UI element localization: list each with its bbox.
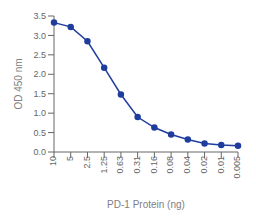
- svg-text:0.5: 0.5: [33, 128, 46, 138]
- svg-text:0.16: 0.16: [149, 156, 159, 174]
- svg-text:0.63: 0.63: [115, 156, 125, 174]
- svg-text:5: 5: [65, 156, 75, 161]
- svg-text:10: 10: [48, 156, 58, 166]
- svg-text:1.25: 1.25: [99, 156, 109, 174]
- svg-text:0.31: 0.31: [132, 156, 142, 174]
- svg-text:2.5: 2.5: [82, 156, 92, 169]
- svg-text:0.04: 0.04: [182, 156, 192, 174]
- svg-text:2.5: 2.5: [33, 50, 46, 60]
- svg-text:PD-1 Protein (ng): PD-1 Protein (ng): [107, 199, 185, 210]
- svg-text:2.0: 2.0: [33, 69, 46, 79]
- svg-text:1.0: 1.0: [33, 108, 46, 118]
- svg-text:3.0: 3.0: [33, 31, 46, 41]
- svg-text:0.0: 0.0: [33, 147, 46, 157]
- svg-text:1.5: 1.5: [33, 89, 46, 99]
- svg-text:3.5: 3.5: [33, 11, 46, 21]
- svg-text:0.08: 0.08: [165, 156, 175, 174]
- svg-text:OD 450 nm: OD 450 nm: [13, 58, 24, 109]
- svg-text:0.005: 0.005: [232, 156, 242, 179]
- svg-text:0.02: 0.02: [199, 156, 209, 174]
- svg-text:0.01: 0.01: [216, 156, 226, 174]
